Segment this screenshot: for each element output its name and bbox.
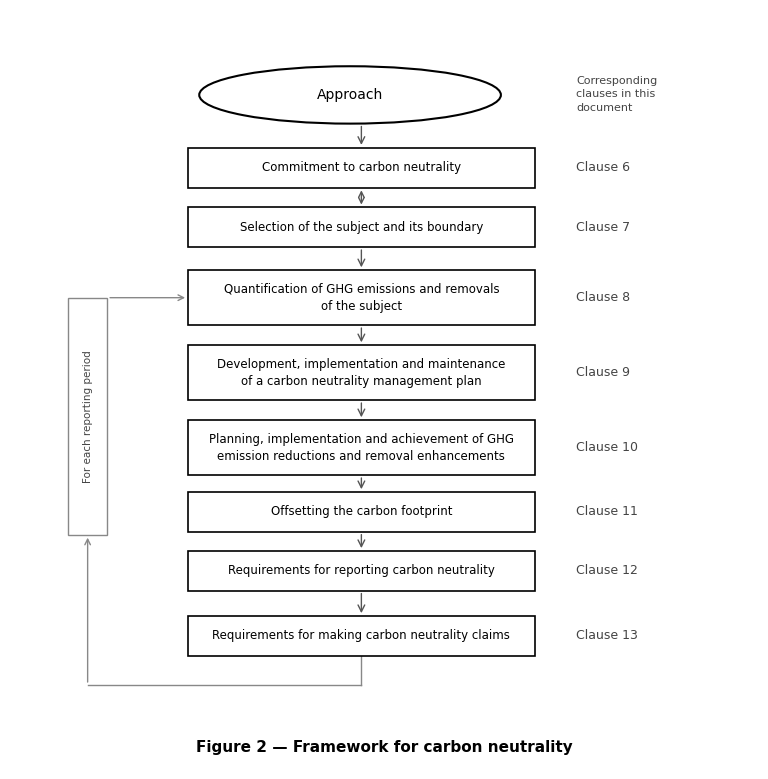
Text: Clause 9: Clause 9: [576, 366, 631, 379]
Text: Planning, implementation and achievement of GHG
emission reductions and removal : Planning, implementation and achievement…: [209, 432, 514, 463]
FancyBboxPatch shape: [188, 270, 535, 325]
Text: For each reporting period: For each reporting period: [83, 350, 93, 483]
FancyBboxPatch shape: [188, 345, 535, 400]
Text: Selection of the subject and its boundary: Selection of the subject and its boundar…: [240, 220, 483, 234]
FancyBboxPatch shape: [68, 298, 108, 535]
Text: Requirements for reporting carbon neutrality: Requirements for reporting carbon neutra…: [228, 564, 495, 577]
FancyBboxPatch shape: [188, 616, 535, 656]
Text: Corresponding
clauses in this
document: Corresponding clauses in this document: [576, 76, 657, 113]
Text: Requirements for making carbon neutrality claims: Requirements for making carbon neutralit…: [213, 629, 510, 643]
Text: Clause 11: Clause 11: [576, 506, 638, 518]
Text: Figure 2 — Framework for carbon neutrality: Figure 2 — Framework for carbon neutrali…: [196, 740, 572, 755]
FancyBboxPatch shape: [188, 492, 535, 532]
Text: Offsetting the carbon footprint: Offsetting the carbon footprint: [270, 506, 452, 518]
Text: Quantification of GHG emissions and removals
of the subject: Quantification of GHG emissions and remo…: [223, 283, 499, 312]
FancyBboxPatch shape: [188, 207, 535, 247]
Text: Commitment to carbon neutrality: Commitment to carbon neutrality: [262, 161, 461, 174]
Text: Clause 10: Clause 10: [576, 441, 638, 454]
Text: Clause 12: Clause 12: [576, 564, 638, 577]
Text: Clause 13: Clause 13: [576, 629, 638, 643]
Text: Clause 8: Clause 8: [576, 291, 631, 304]
Text: Approach: Approach: [317, 88, 383, 102]
Text: Clause 6: Clause 6: [576, 161, 631, 174]
FancyBboxPatch shape: [188, 420, 535, 475]
FancyBboxPatch shape: [188, 148, 535, 188]
FancyBboxPatch shape: [188, 551, 535, 590]
Text: Clause 7: Clause 7: [576, 220, 631, 234]
Ellipse shape: [199, 66, 501, 124]
Text: Development, implementation and maintenance
of a carbon neutrality management pl: Development, implementation and maintena…: [217, 358, 505, 388]
